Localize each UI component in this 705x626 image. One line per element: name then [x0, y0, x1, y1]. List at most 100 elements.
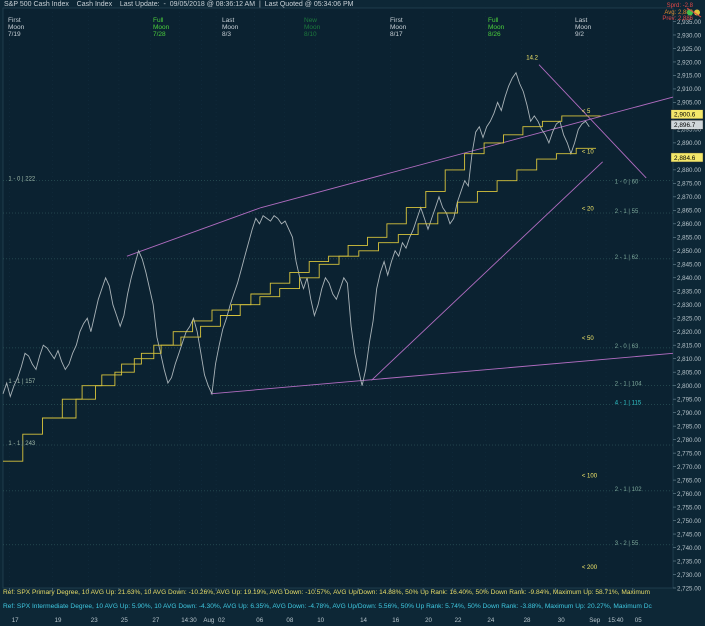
chart-annotation: < 10 [582, 150, 595, 156]
y-tick-label: 2,815.00 [677, 343, 702, 350]
moon-date: 8/26 [488, 31, 501, 38]
moon-date: 8/17 [390, 31, 403, 38]
chart-annotation: 2 - 1 | 102 [615, 487, 643, 493]
prev-value: Prev: 2,886 [662, 16, 693, 22]
moon-phase: Full [488, 17, 499, 24]
moon-moon: Moon [304, 24, 321, 31]
chart-annotation: 2 - 1 | 104 [615, 382, 643, 388]
x-tick-label: 19 [55, 617, 62, 624]
chart-annotation: < 200 [582, 565, 598, 571]
y-tick-label: 2,890.00 [677, 140, 702, 147]
moon-phase-2: Last Moon 8/3 [222, 17, 238, 38]
x-tick-label: 14 [360, 617, 367, 624]
y-tick-label: 2,850.00 [677, 248, 702, 255]
y-tick-label: 2,860.00 [677, 221, 702, 228]
settings-icon[interactable] [685, 6, 703, 19]
trend-line [210, 352, 674, 395]
moon-date: 8/10 [304, 31, 317, 38]
chart-title: S&P 500 Cash Index [4, 1, 69, 8]
chart-annotation: 2 - 1 | 62 [615, 255, 639, 261]
y-tick-label: 2,770.00 [677, 464, 702, 471]
y-tick-label: 2,765.00 [677, 477, 702, 484]
x-tick-label: 28 [524, 617, 531, 624]
chart-annotation: < 100 [582, 473, 598, 479]
chart-annotation: 1 - 0 | 222 [8, 177, 36, 183]
chart-annotation: < 20 [582, 206, 595, 212]
x-tick-label: 20 [425, 617, 432, 624]
moon-phase-0: First Moon 7/19 [8, 17, 24, 38]
chart-subtitle: Cash Index [76, 1, 113, 8]
moon-date: 8/3 [222, 31, 232, 38]
y-tick-label: 2,780.00 [677, 437, 702, 444]
x-tick-label: Sep [589, 617, 601, 624]
x-tick-label: 15:40 [608, 617, 624, 624]
x-tick-label: 05 [635, 617, 642, 624]
y-tick-label: 2,870.00 [677, 194, 702, 201]
price-tag-label: 2,900.6 [674, 112, 696, 119]
moon-date: 9/2 [575, 31, 585, 38]
chart-annotation: 14.2 [526, 55, 538, 61]
moon-moon: Moon [8, 24, 25, 31]
price-tag [670, 120, 704, 130]
y-tick-label: 2,855.00 [677, 235, 702, 242]
price-tag [670, 109, 704, 119]
x-tick-label: 14:30 [181, 617, 197, 624]
x-tick-label: 27 [152, 617, 159, 624]
spread-readout: Sprd: -2.8 Avg: 2,889 Prev: 2,886 [662, 3, 693, 23]
y-tick-label: 2,725.00 [677, 585, 702, 592]
x-tick-label: 10 [317, 617, 324, 624]
y-tick-label: 2,840.00 [677, 275, 702, 282]
y-tick-label: 2,875.00 [677, 181, 702, 188]
chart-annotation: 1 - 1 | 243 [8, 441, 36, 447]
chart-annotation: 4 - 1 | 115 [615, 401, 642, 407]
y-tick-label: 2,735.00 [677, 558, 702, 565]
y-tick-label: 2,755.00 [677, 504, 702, 511]
trend-line [538, 64, 647, 179]
moving-average-slow [3, 147, 596, 462]
x-tick-label: 24 [487, 617, 494, 624]
moon-date: 7/28 [153, 31, 166, 38]
moon-phase-1: Full Moon 7/28 [153, 17, 169, 38]
y-tick-label: 2,830.00 [677, 302, 702, 309]
trend-line [371, 161, 603, 381]
x-tick-label: 08 [286, 617, 293, 624]
plot-area [2, 7, 674, 589]
moon-moon: Moon [575, 24, 592, 31]
y-tick-label: 2,790.00 [677, 410, 702, 417]
price-tag-label: 2,896.7 [674, 122, 696, 129]
y-tick-label: 2,810.00 [677, 356, 702, 363]
moon-date: 7/19 [8, 31, 21, 38]
chart-annotation: 2 - 0 | 63 [615, 344, 639, 350]
y-tick-label: 2,775.00 [677, 450, 702, 457]
x-tick-label: 02 [218, 617, 225, 624]
moon-phase-6: Last Moon 9/2 [575, 17, 591, 38]
moon-phase: Full [153, 17, 164, 24]
x-tick-label: 17 [12, 617, 19, 624]
moon-moon: Moon [222, 24, 239, 31]
y-tick-label: 2,825.00 [677, 316, 702, 323]
y-tick-label: 2,785.00 [677, 423, 702, 430]
trend-line [126, 207, 262, 257]
y-tick-label: 2,925.00 [677, 46, 702, 53]
last-update-label: Last Update: [119, 1, 160, 8]
trend-line [260, 96, 674, 209]
chart-annotation: < 5 [582, 109, 591, 115]
y-tick-label: 2,865.00 [677, 208, 702, 215]
chart-annotation: 1 - 1 | 157 [8, 379, 36, 385]
y-tick-label: 2,750.00 [677, 518, 702, 525]
chart-annotation: < 50 [582, 336, 595, 342]
chart-annotation: 2 - 1 | 55 [615, 209, 639, 215]
moon-phase: New [304, 17, 318, 24]
moving-average-fast [56, 115, 601, 419]
moon-phase-4: First Moon 8/17 [390, 17, 406, 38]
x-tick-label: 16 [392, 617, 399, 624]
x-tick-label: 06 [256, 617, 263, 624]
moon-phase: First [390, 17, 403, 24]
price-tag [670, 152, 704, 163]
last-quoted-label: Last Quoted @ 05:34:06 PM [264, 1, 354, 8]
y-tick-label: 2,745.00 [677, 531, 702, 538]
y-tick-label: 2,835.00 [677, 289, 702, 296]
price-line [2, 71, 590, 399]
y-tick-label: 2,730.00 [677, 572, 702, 579]
